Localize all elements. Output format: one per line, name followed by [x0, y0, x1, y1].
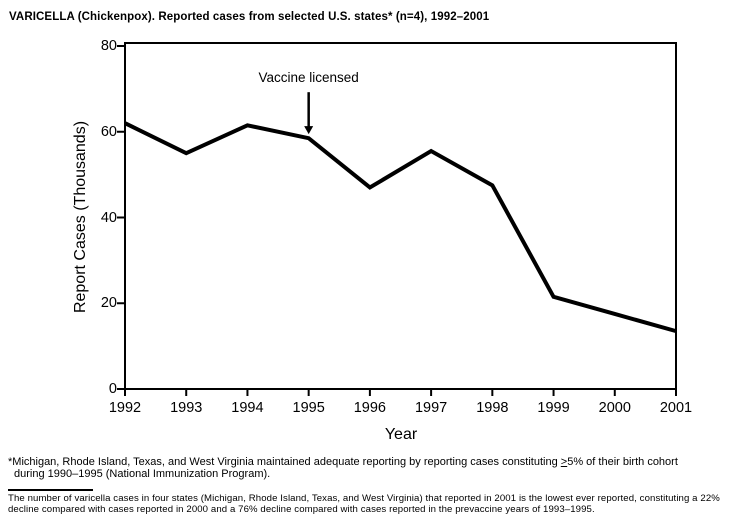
x-tick-label: 1996	[353, 400, 386, 416]
x-tick-label: 2000	[598, 400, 631, 416]
x-tick-label: 2001	[659, 400, 693, 416]
data-series-line	[124, 121, 677, 334]
x-tick-label: 1999	[537, 400, 570, 416]
x-tick-label: 1997	[414, 400, 448, 416]
y-tick-label: 40	[100, 209, 117, 226]
x-tick-label: 1993	[170, 400, 203, 416]
line-chart-plot	[117, 42, 677, 396]
chart-title: VARICELLA (Chickenpox). Reported cases f…	[9, 11, 490, 23]
vaccine-licensed-annotation: Vaccine licensed	[258, 70, 359, 85]
footnote-divider-line	[8, 489, 93, 491]
x-tick-label: 1992	[108, 400, 142, 416]
footnote-text: 5% of their birth cohort	[567, 456, 678, 468]
y-tick-label: 20	[100, 295, 117, 312]
footnote-birth-cohort-line2: during 1990–1995 (National Immunization …	[14, 468, 271, 480]
footnote-birth-cohort-line1: *Michigan, Rhode Island, Texas, and West…	[8, 456, 678, 468]
x-tick-label: 1995	[292, 400, 325, 416]
footnote-text: *Michigan, Rhode Island, Texas, and West…	[8, 456, 561, 468]
y-tick-label: 60	[100, 123, 117, 140]
y-tick-label: 80	[100, 38, 117, 54]
greater-equal-symbol: >	[560, 456, 568, 468]
x-axis-title: Year	[384, 426, 418, 443]
x-tick-label: 1994	[231, 400, 264, 416]
y-axis-title: Report Cases (Thousands)	[72, 120, 89, 314]
y-tick-label: 0	[108, 381, 117, 397]
x-tick-label: 1998	[476, 400, 509, 416]
plot-frame	[124, 42, 677, 390]
footnote-decline-summary: The number of varicella cases in four st…	[8, 493, 720, 515]
annotation-arrow-head	[304, 126, 314, 135]
